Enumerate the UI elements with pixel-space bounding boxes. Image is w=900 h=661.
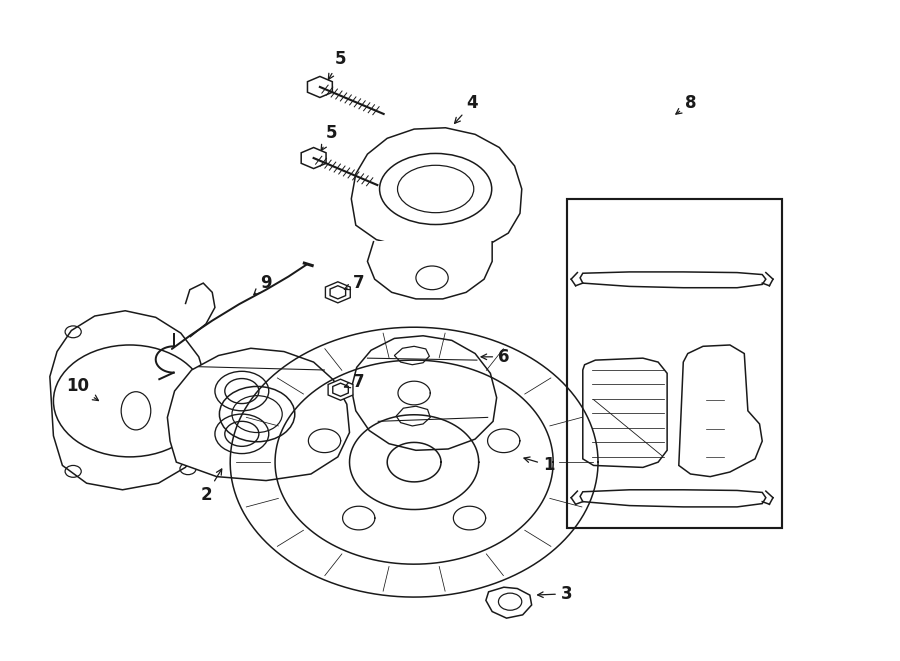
Polygon shape xyxy=(326,282,350,303)
Text: 7: 7 xyxy=(345,373,364,391)
Polygon shape xyxy=(308,77,332,97)
Polygon shape xyxy=(351,336,497,450)
Text: 10: 10 xyxy=(67,377,98,401)
Polygon shape xyxy=(351,128,522,251)
Polygon shape xyxy=(367,241,492,299)
Text: 1: 1 xyxy=(524,457,554,475)
Text: 7: 7 xyxy=(345,274,364,292)
Text: 3: 3 xyxy=(537,585,572,603)
Text: 2: 2 xyxy=(200,469,221,504)
Text: 5: 5 xyxy=(328,50,346,79)
Polygon shape xyxy=(302,147,326,169)
Text: 6: 6 xyxy=(482,348,509,366)
Text: 9: 9 xyxy=(254,274,272,295)
Bar xyxy=(567,199,782,528)
Text: 8: 8 xyxy=(676,95,697,114)
Text: 4: 4 xyxy=(454,95,478,124)
Polygon shape xyxy=(328,379,353,401)
Text: 5: 5 xyxy=(321,124,338,151)
Polygon shape xyxy=(167,348,349,481)
